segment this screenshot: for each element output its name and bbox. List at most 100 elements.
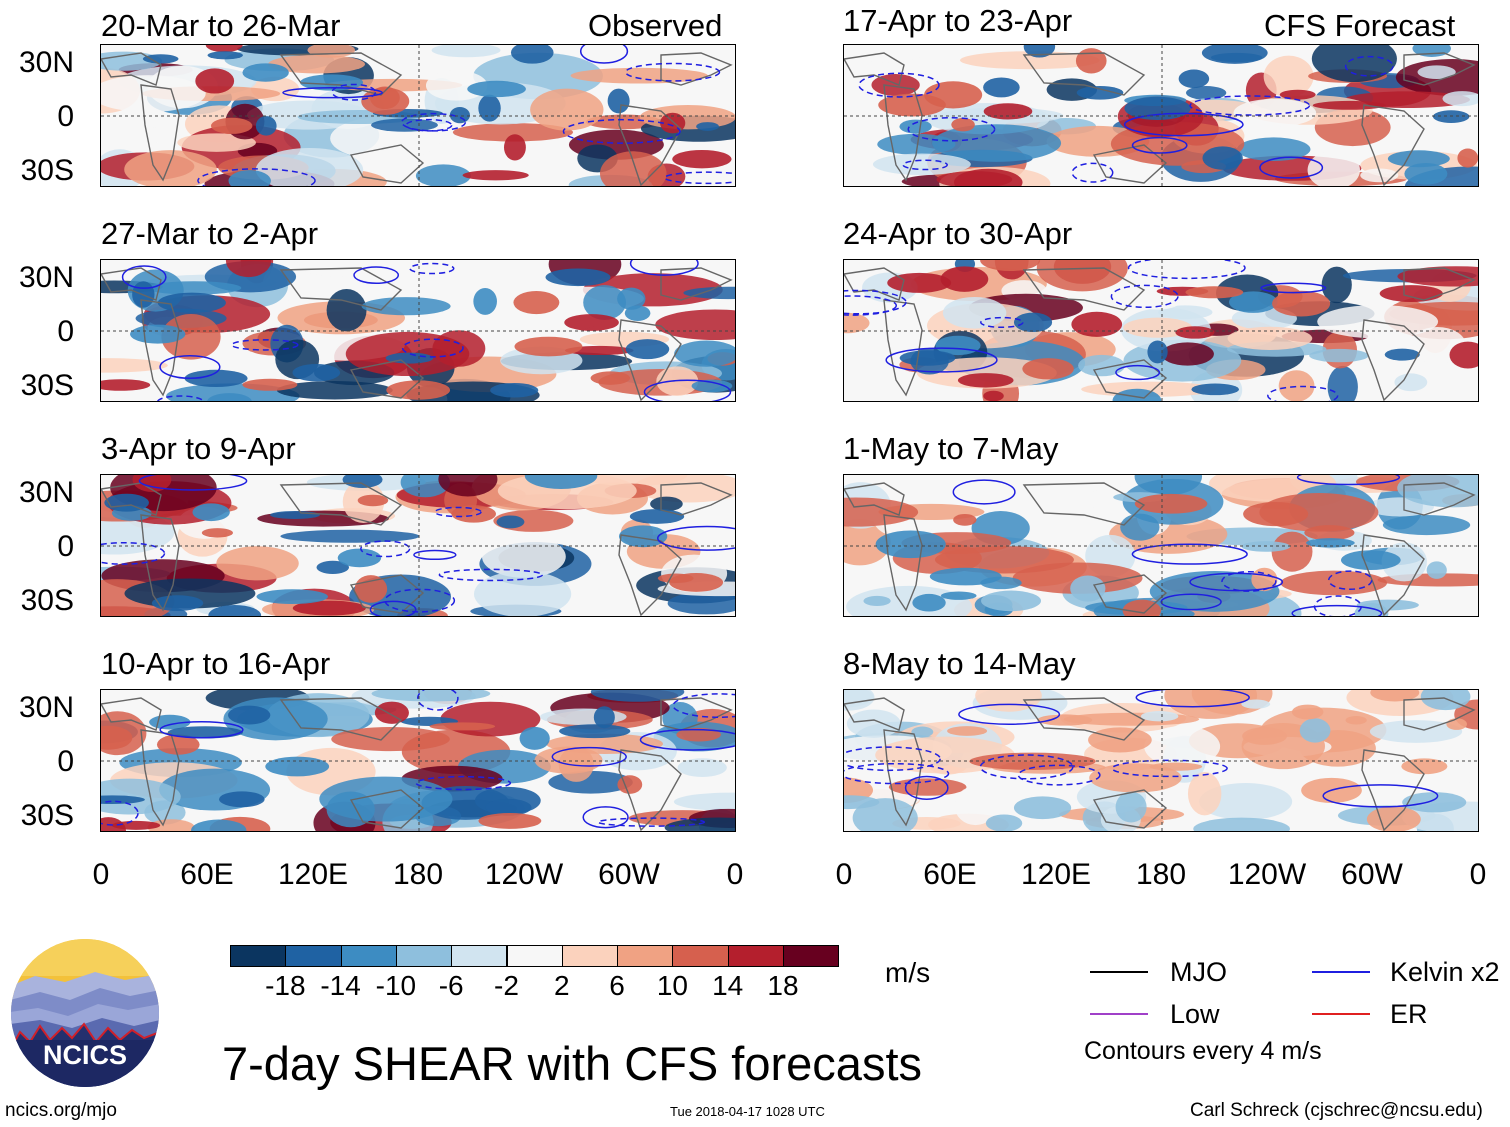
shear-anomaly bbox=[361, 297, 451, 316]
shear-anomaly bbox=[1199, 783, 1293, 821]
shear-anomaly bbox=[101, 379, 151, 391]
shear-anomaly bbox=[657, 573, 694, 584]
shear-anomaly bbox=[559, 724, 631, 739]
coastline bbox=[618, 319, 682, 401]
shear-anomaly bbox=[844, 312, 870, 334]
shear-anomaly bbox=[371, 690, 491, 702]
lon-label: 120W bbox=[484, 858, 564, 891]
shear-anomaly bbox=[268, 54, 366, 74]
shear-anomaly bbox=[1251, 567, 1278, 592]
shear-anomaly bbox=[1144, 725, 1221, 767]
kelvin-contour bbox=[1160, 593, 1222, 611]
shear-anomaly bbox=[207, 51, 243, 60]
colorbar-swatch bbox=[451, 945, 508, 967]
shear-anomaly bbox=[1442, 91, 1478, 107]
kelvin-contour bbox=[231, 339, 299, 351]
legend-mjo: MJO bbox=[1170, 957, 1227, 987]
shear-anomaly bbox=[599, 151, 667, 186]
shear-anomaly bbox=[386, 380, 451, 400]
kelvin-contour bbox=[369, 600, 417, 616]
shear-anomaly bbox=[583, 285, 627, 320]
shear-anomaly bbox=[662, 701, 698, 735]
shear-anomaly bbox=[361, 87, 410, 115]
coastline bbox=[279, 697, 403, 741]
legend-contours: Contours every 4 m/s bbox=[1084, 1037, 1322, 1065]
shear-anomaly bbox=[1397, 475, 1478, 508]
shear-anomaly bbox=[1037, 714, 1093, 726]
shear-anomaly bbox=[157, 292, 226, 313]
legend-low-line bbox=[1090, 1013, 1148, 1015]
shear-anomaly bbox=[485, 798, 532, 816]
colorbar-swatch bbox=[561, 945, 619, 967]
shear-anomaly bbox=[1279, 89, 1316, 100]
lon-label: 60E bbox=[180, 858, 234, 891]
shear-anomaly bbox=[1404, 162, 1448, 185]
shear-anomaly bbox=[673, 792, 735, 811]
shear-anomaly bbox=[503, 134, 526, 161]
shear-anomaly bbox=[983, 778, 1041, 798]
legend-kelvin: Kelvin x2 bbox=[1390, 957, 1500, 987]
shear-anomaly bbox=[844, 519, 891, 566]
colorbar-label: 14 bbox=[712, 970, 744, 1001]
shear-anomaly bbox=[270, 510, 320, 519]
lat-label: 30N bbox=[18, 261, 74, 294]
kelvin-contour bbox=[844, 289, 907, 315]
page-title: 7-day SHEAR with CFS forecasts bbox=[222, 1037, 922, 1090]
shear-anomaly bbox=[216, 546, 299, 581]
shear-anomaly bbox=[1227, 326, 1313, 350]
shear-anomaly bbox=[225, 260, 272, 278]
shear-anomaly bbox=[1379, 285, 1443, 302]
shear-anomaly bbox=[101, 795, 145, 804]
kelvin-contour bbox=[656, 525, 735, 551]
colorbar-swatch bbox=[395, 945, 453, 967]
shear-anomaly bbox=[655, 309, 735, 341]
kelvin-contour bbox=[639, 728, 735, 751]
kelvin-contour bbox=[624, 62, 721, 82]
kelvin-contour bbox=[415, 775, 512, 791]
lat-label: 0 bbox=[57, 530, 74, 563]
panel-title-1: 20-Mar to 26-Mar bbox=[101, 8, 341, 43]
shear-anomaly bbox=[473, 287, 497, 315]
shear-anomaly bbox=[1370, 690, 1420, 702]
shear-anomaly bbox=[899, 119, 932, 134]
shear-anomaly bbox=[1134, 475, 1203, 496]
lat-label: 30N bbox=[18, 46, 74, 79]
shear-anomaly bbox=[357, 494, 389, 507]
map-panel bbox=[843, 689, 1479, 832]
kelvin-contour bbox=[434, 506, 482, 518]
shear-anomaly bbox=[1088, 727, 1152, 753]
shear-anomaly bbox=[590, 690, 685, 702]
shear-anomaly bbox=[1397, 266, 1478, 287]
kelvin-contour bbox=[1110, 284, 1179, 309]
coastline bbox=[883, 299, 923, 397]
shear-anomaly bbox=[1140, 711, 1179, 722]
shear-anomaly bbox=[530, 88, 604, 131]
colorbar-label: -6 bbox=[438, 970, 464, 1001]
shear-anomaly bbox=[228, 705, 271, 725]
map-panel bbox=[100, 689, 736, 832]
shear-anomaly bbox=[1124, 96, 1191, 121]
shear-anomaly bbox=[101, 778, 181, 815]
shear-anomaly bbox=[331, 727, 450, 752]
shear-anomaly bbox=[478, 94, 501, 122]
kelvin-contour bbox=[1071, 162, 1114, 183]
shear-anomaly bbox=[1115, 791, 1147, 823]
shear-anomaly bbox=[1384, 348, 1420, 361]
shear-anomaly bbox=[683, 286, 735, 300]
kelvin-contour bbox=[197, 168, 316, 186]
kelvin-contour bbox=[159, 721, 244, 739]
shear-anomaly bbox=[255, 148, 364, 186]
shear-anomaly bbox=[145, 125, 189, 144]
coastline bbox=[1092, 574, 1168, 614]
colorbar-label: -10 bbox=[375, 970, 417, 1001]
shear-anomaly bbox=[975, 690, 1042, 712]
shear-anomaly bbox=[617, 775, 643, 794]
panel-title-3: 3-Apr to 9-Apr bbox=[101, 431, 296, 466]
kelvin-contour bbox=[1189, 95, 1311, 116]
footer-timestamp: Tue 2018-04-17 1028 UTC bbox=[670, 1104, 825, 1119]
kelvin-contour bbox=[1123, 112, 1244, 137]
shear-anomaly bbox=[1242, 727, 1287, 745]
kelvin-contour bbox=[405, 118, 453, 132]
shear-anomaly bbox=[593, 706, 615, 729]
shear-anomaly bbox=[276, 381, 393, 400]
